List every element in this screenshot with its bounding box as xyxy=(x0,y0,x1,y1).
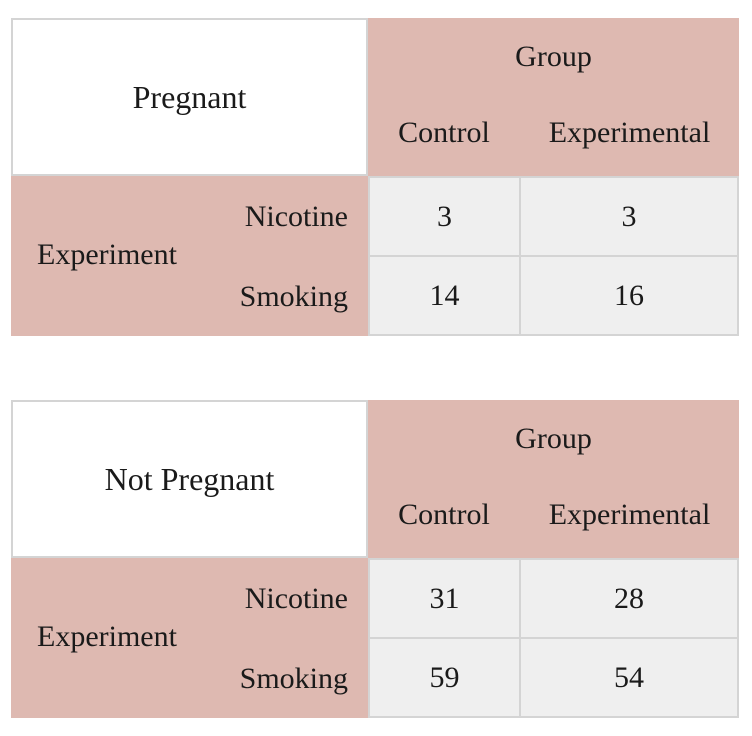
column-header-experimental: Experimental xyxy=(548,498,711,531)
row-header: Experiment Nicotine Smoking xyxy=(11,176,368,336)
value-cell: 3 xyxy=(368,176,521,257)
row-header: Experiment Nicotine Smoking xyxy=(11,558,368,718)
group-label: Group xyxy=(515,422,592,455)
value-cell: 59 xyxy=(368,637,521,718)
group-header: Group Control Experimental xyxy=(368,18,739,176)
table-title: Pregnant xyxy=(11,18,368,176)
value-cell: 14 xyxy=(368,255,521,336)
group-label: Group xyxy=(515,40,592,73)
value-cell: 28 xyxy=(519,558,739,639)
value-cell: 3 xyxy=(519,176,739,257)
contingency-table-not-pregnant: Not Pregnant Group Control Experimental … xyxy=(11,400,739,718)
row-label-nicotine: Nicotine xyxy=(244,200,348,233)
value-cell: 31 xyxy=(368,558,521,639)
row-group-label: Experiment xyxy=(37,620,177,653)
column-header-experimental: Experimental xyxy=(548,116,711,149)
value-cell: 54 xyxy=(519,637,739,718)
row-label-nicotine: Nicotine xyxy=(244,582,348,615)
row-group-label: Experiment xyxy=(37,238,177,271)
column-header-control: Control xyxy=(398,116,490,149)
row-label-smoking: Smoking xyxy=(239,280,348,313)
row-label-smoking: Smoking xyxy=(239,662,348,695)
group-header: Group Control Experimental xyxy=(368,400,739,558)
table-title: Not Pregnant xyxy=(11,400,368,558)
value-cell: 16 xyxy=(519,255,739,336)
column-header-control: Control xyxy=(398,498,490,531)
contingency-table-pregnant: Pregnant Group Control Experimental Expe… xyxy=(11,18,739,336)
